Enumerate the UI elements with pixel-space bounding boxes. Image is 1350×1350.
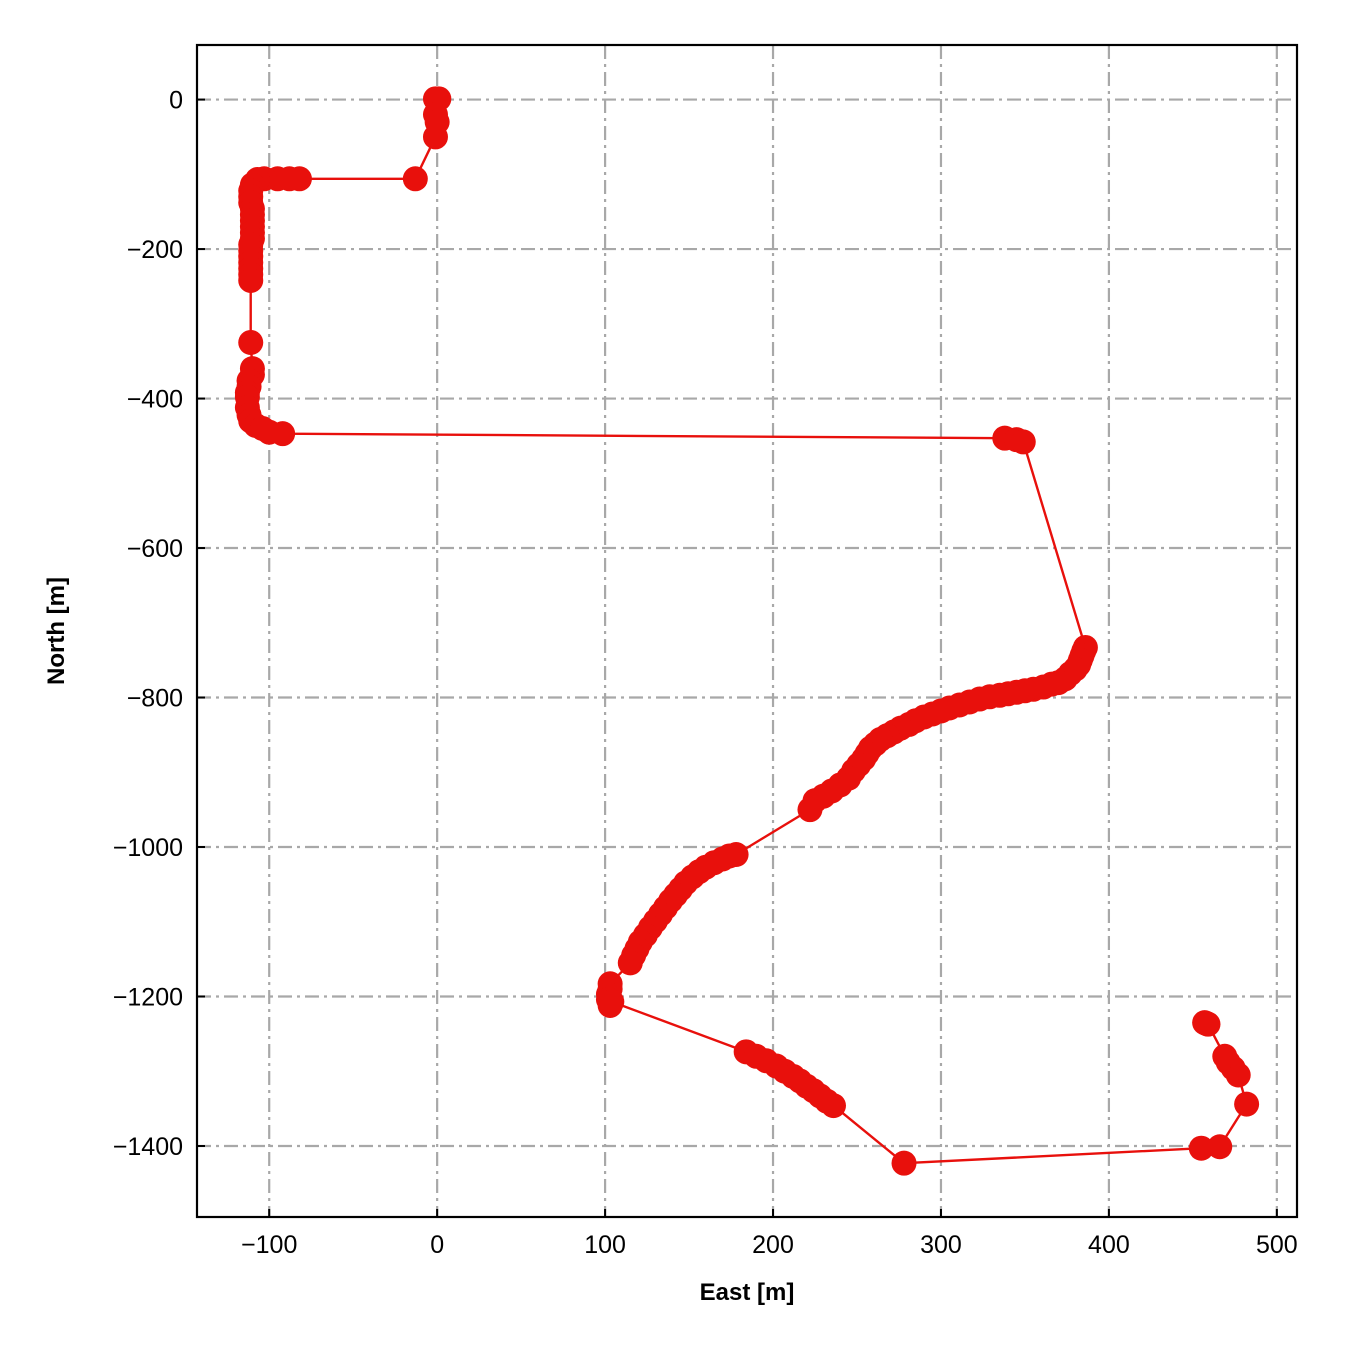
plot-frame bbox=[195, 43, 1299, 1219]
grid bbox=[197, 45, 1297, 1217]
y-tick-label: −1200 bbox=[113, 984, 183, 1012]
tick-labels: −100 0 100 200 300 400 5000−200−400−600−800−10… bbox=[113, 87, 1298, 1259]
x-tick-label: 200 bbox=[752, 1231, 794, 1259]
data-point bbox=[1212, 1043, 1238, 1069]
series-line bbox=[246, 97, 1248, 1165]
data-point bbox=[422, 124, 448, 150]
y-tick-label: 0 bbox=[169, 87, 183, 115]
x-axis-label: East [m] bbox=[700, 1279, 795, 1306]
y-axis-label: North [m] bbox=[43, 577, 70, 685]
data-point bbox=[797, 797, 823, 823]
y-tick-label: −800 bbox=[127, 685, 183, 713]
axis-ticks bbox=[197, 98, 1278, 1217]
x-tick-label: −100 bbox=[241, 1231, 297, 1259]
y-tick-label: −1400 bbox=[113, 1133, 183, 1161]
data-point bbox=[891, 1150, 917, 1176]
x-tick-label: 100 bbox=[584, 1231, 626, 1259]
data-point bbox=[1188, 1135, 1214, 1161]
data-point bbox=[402, 166, 428, 192]
data-point bbox=[599, 989, 625, 1015]
x-tick-label: 500 bbox=[1256, 1231, 1298, 1259]
trajectory-series bbox=[234, 86, 1260, 1176]
x-tick-label: 300 bbox=[920, 1231, 962, 1259]
x-tick-label: 0 bbox=[430, 1231, 444, 1259]
x-tick-label: 400 bbox=[1088, 1231, 1130, 1259]
y-tick-label: −200 bbox=[127, 236, 183, 264]
data-point bbox=[1192, 1010, 1218, 1036]
data-point bbox=[820, 1093, 846, 1119]
data-point bbox=[238, 329, 264, 355]
data-point bbox=[238, 267, 264, 293]
data-point bbox=[270, 421, 296, 447]
data-point bbox=[1234, 1091, 1260, 1117]
data-point bbox=[1010, 429, 1036, 455]
data-point bbox=[617, 950, 643, 976]
y-tick-label: −1000 bbox=[113, 834, 183, 862]
y-tick-label: −400 bbox=[127, 386, 183, 414]
y-tick-label: −600 bbox=[127, 535, 183, 563]
data-point bbox=[1207, 1134, 1233, 1160]
